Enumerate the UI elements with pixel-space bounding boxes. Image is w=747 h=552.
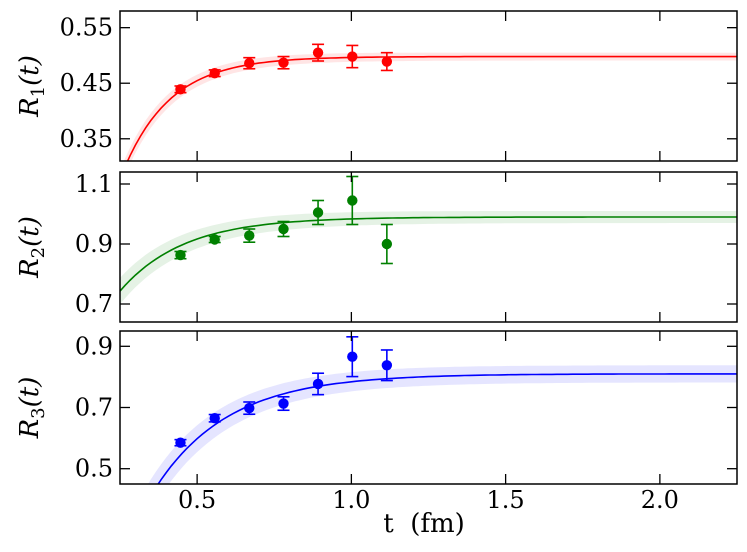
data-point	[209, 413, 220, 424]
data-point	[347, 195, 358, 206]
panel-frame	[119, 171, 738, 323]
plot-area	[148, 336, 737, 484]
data-point	[175, 84, 186, 95]
data-point	[278, 223, 289, 235]
x-tick-label: 1.5	[487, 486, 525, 514]
data-point	[278, 398, 289, 409]
y-axis-label-subscript: 1	[28, 86, 49, 97]
data-point	[209, 234, 220, 245]
panel-3: 0.5 0.7 0.9 R3(t) 0.5 1.0 1.5 2.0	[15, 330, 738, 514]
data-point	[312, 47, 324, 58]
data-point	[244, 230, 255, 241]
x-tick-label: 2.0	[641, 486, 679, 514]
y-tick-label: 0.7	[75, 290, 113, 318]
y-axis-label: R1(t)	[15, 55, 49, 118]
fit-curve	[126, 55, 737, 161]
data-point	[312, 378, 324, 390]
y-axis-label-main: R	[15, 97, 45, 118]
y-tick-label: 0.9	[75, 332, 113, 360]
data-point	[347, 351, 358, 362]
panel-2: 0.7 0.9 1.1 R2(t)	[15, 170, 738, 323]
fit-error-band	[148, 365, 737, 484]
y-axis-label-main: R	[15, 258, 45, 279]
fit-curve	[157, 373, 737, 484]
y-tick-label: 0.5	[75, 455, 113, 483]
plot-area	[120, 175, 737, 305]
y-axis-label: R3(t)	[15, 377, 49, 440]
y-axis-label-subscript: 3	[28, 407, 49, 418]
panels: 0.350.450.55R1(t)0.70.91.1R2(t)0.50.70.9…	[15, 10, 738, 514]
y-axis-label-tail: (t)	[15, 55, 45, 86]
plot-area	[123, 43, 737, 161]
panel-frame	[119, 10, 738, 162]
data-point	[312, 207, 324, 218]
y-axis-label: R2(t)	[15, 216, 49, 279]
data-point	[175, 249, 186, 261]
y-tick-label: 1.1	[75, 170, 113, 198]
y-axis-label-subscript: 2	[28, 247, 49, 258]
data-point	[244, 402, 255, 414]
panel-frame	[119, 330, 738, 485]
y-tick-label: 0.7	[75, 394, 113, 422]
data-point	[244, 58, 255, 69]
fit-curve	[120, 216, 737, 292]
x-axis-label: t (fm)	[383, 509, 465, 539]
y-tick-label: 0.55	[60, 14, 113, 42]
y-tick-label: 0.9	[75, 230, 113, 258]
data-point	[209, 68, 220, 79]
y-tick-label: 0.35	[60, 125, 113, 153]
data-point	[278, 57, 289, 68]
y-axis-label-main: R	[15, 419, 45, 440]
data-point	[175, 437, 186, 448]
panel-1: 0.35 0.45 0.55 R1(t)	[15, 10, 738, 162]
x-tick-label: 0.5	[178, 486, 216, 514]
data-point	[381, 56, 393, 67]
data-point	[381, 360, 393, 371]
data-point	[381, 238, 393, 250]
y-axis-label-tail: (t)	[15, 377, 45, 408]
y-tick-label: 0.45	[60, 69, 113, 97]
x-tick-label: 1.0	[332, 486, 370, 514]
fit-error-band	[120, 211, 737, 305]
y-axis-label-tail: (t)	[15, 216, 45, 247]
data-point	[347, 51, 358, 62]
